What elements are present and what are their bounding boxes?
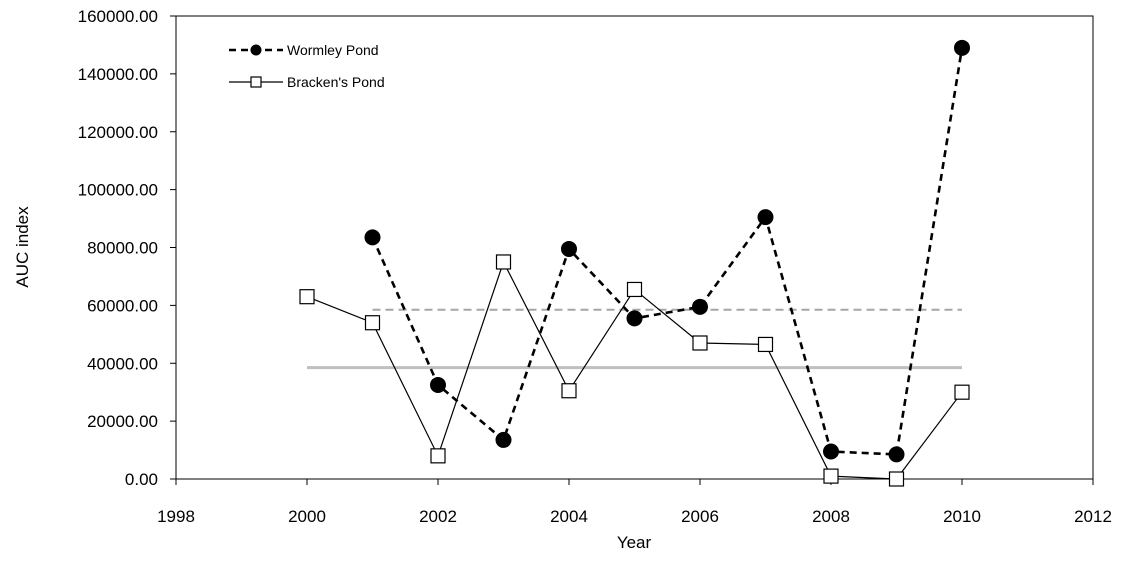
y-axis-label: AUC index [13,206,32,288]
wormley-pond-data-point [561,240,577,257]
wormley-pond-data-point [954,39,970,56]
brackens-pond-data-point [823,468,839,484]
wormley-pond-data-point [888,446,905,463]
wormley-pond-data-point [495,431,512,448]
x-tick-label: 2000 [288,507,326,526]
x-tick-label: 2004 [550,507,588,526]
x-tick-label: 2006 [681,507,719,526]
wormley-pond-data-point [757,209,774,226]
y-tick-label: 60000.00 [87,296,158,315]
brackens-pond-data-point [495,254,512,270]
reference-lines [307,308,962,370]
y-tick-label: 100000.00 [78,181,158,200]
x-tick-label: 2010 [943,507,981,526]
brackens-pond-data-point [692,335,708,351]
y-tick-label: 160000.00 [78,7,158,26]
x-tick-label: 1998 [157,507,195,526]
x-tick-label: 2008 [812,507,850,526]
wormley-pond-data-point [692,298,708,315]
y-tick-label: 120000.00 [78,123,158,142]
x-axis-label: Year [617,533,652,552]
brackens-pond-data-point [888,471,905,487]
wormley-pond-data-point [364,229,381,246]
series-line-wormley-pond [371,47,964,456]
legend-marker [250,44,262,56]
brackens-pond-data-point [954,384,970,400]
y-tick-label: 140000.00 [78,65,158,84]
x-tick-label: 2002 [419,507,457,526]
x-axis-ticks: 1998 2000 2002 2004 2006 2008 2010 2012 [157,479,1112,526]
wormley-pond-data-point [626,310,643,327]
wormley-pond-data-point [430,376,446,393]
legend-label: Bracken's Pond [287,74,385,90]
brackens-pond-data-point [757,336,774,353]
brackens-pond-data-point [561,383,577,399]
brackens-pond-data-point [626,281,643,298]
y-tick-label: 20000.00 [87,412,158,431]
wormley-pond-data-point [823,443,839,460]
brackens-pond-data-point [364,315,381,331]
y-tick-label: 40000.00 [87,354,158,373]
y-tick-label: 80000.00 [87,239,158,258]
legend-marker [250,76,262,88]
legend: Wormley Pond Bracken's Pond [229,42,385,90]
x-tick-label: 2012 [1074,507,1112,526]
brackens-pond-data-point [299,289,315,305]
legend-label: Wormley Pond [287,42,379,58]
y-axis-ticks: 0.00 20000.00 40000.00 60000.00 80000.00 1000… [78,7,176,489]
y-tick-label: 0.00 [125,470,158,489]
series-layer [299,39,970,487]
brackens-pond-data-point [430,448,446,464]
